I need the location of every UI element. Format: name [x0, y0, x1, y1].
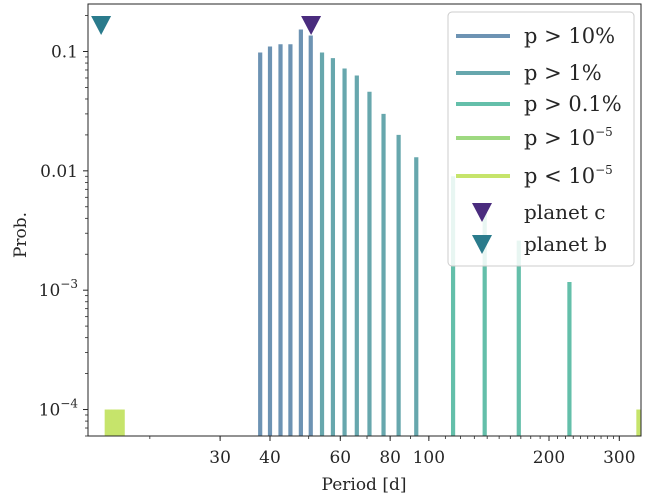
- y-tick-label: 0.01: [40, 162, 78, 182]
- marker-planet-c: [301, 16, 322, 35]
- legend-label-3: p > 10−5: [524, 125, 613, 150]
- x-tick-label: 30: [209, 448, 231, 468]
- legend-box: [447, 11, 635, 267]
- x-tick-label: 300: [603, 448, 635, 468]
- y-axis-label: Prob.: [11, 212, 31, 258]
- x-tick-label: 80: [379, 448, 401, 468]
- x-axis: 30 40 60 80 100 200 300: [149, 436, 636, 468]
- legend: p > 10%p > 1%p > 0.1%p > 10−5p < 10−5pla…: [447, 11, 635, 267]
- plot-frame: [87, 3, 642, 437]
- bars-layer: [104, 29, 641, 436]
- legend-label-4: p < 10−5: [524, 163, 613, 188]
- legend-marker-planet-c: [472, 203, 492, 222]
- y-tick-label-exp: −4: [60, 397, 78, 411]
- markers-layer: [91, 16, 322, 35]
- legend-label-exp: −5: [595, 163, 613, 177]
- x-tick-label: 40: [259, 448, 281, 468]
- legend-label-1: p > 1%: [524, 61, 602, 85]
- y-tick-label-exp: −3: [60, 277, 78, 291]
- legend-label-0: p > 10%: [524, 24, 615, 48]
- y-tick-label-base: 10: [39, 281, 61, 301]
- x-tick-label: 60: [329, 448, 351, 468]
- x-tick-label: 200: [533, 448, 565, 468]
- legend-marker-label: planet b: [524, 232, 607, 256]
- legend-marker-label: planet c: [524, 200, 605, 224]
- y-tick-label: 10−4: [39, 397, 79, 421]
- legend-marker-planet-b: [472, 235, 492, 254]
- y-tick-label: 10−3: [39, 277, 78, 301]
- legend-label-base: p < 10: [524, 164, 595, 188]
- legend-label-2: p > 0.1%: [524, 92, 622, 116]
- y-tick-label: 0.1: [51, 42, 78, 62]
- marker-planet-b: [91, 16, 112, 35]
- x-axis-label: Period [d]: [322, 475, 407, 495]
- x-tick-label: 100: [413, 448, 445, 468]
- legend-label-exp: −5: [595, 125, 613, 139]
- y-tick-label-base: 10: [39, 401, 61, 421]
- legend-label-base: p > 10: [524, 126, 595, 150]
